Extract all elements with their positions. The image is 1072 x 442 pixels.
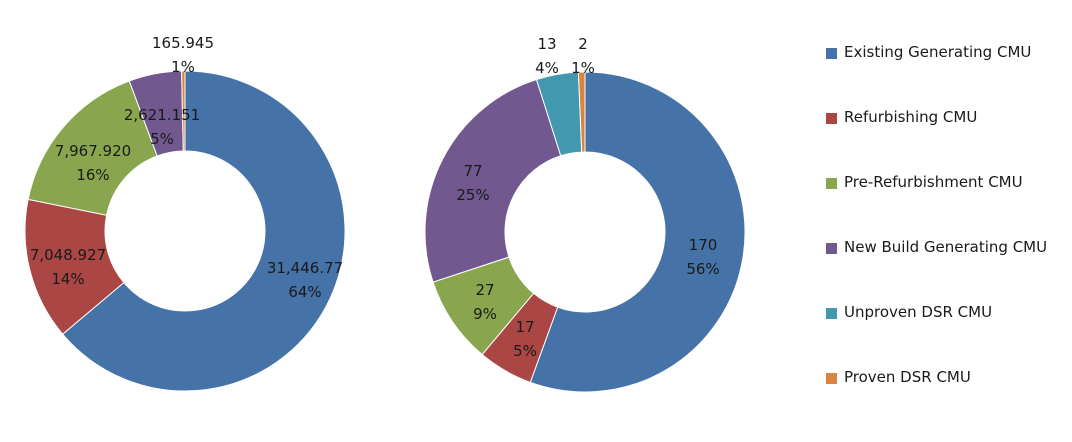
legend-swatch [826, 48, 837, 59]
data-label-percent: 5% [150, 130, 174, 148]
data-label-percent: 5% [513, 342, 537, 360]
data-label-value: 165.945 [152, 34, 214, 52]
legend-swatch [826, 178, 837, 189]
slice-existing-generating-cmu [61, 70, 346, 392]
donut-chart-capacity: 31,446.77 64% 7,048.927 14% 7,967.920 16% 2,62… [24, 34, 346, 392]
data-label-percent: 56% [686, 260, 719, 278]
data-label-value: 31,446.77 [267, 259, 343, 277]
data-label-value: 170 [689, 236, 718, 254]
data-label-value: 2 [578, 35, 588, 53]
data-label-value: 27 [475, 281, 494, 299]
legend-label: Refurbishing CMU [844, 108, 978, 126]
data-label-percent: 1% [171, 58, 195, 76]
data-label-percent: 1% [571, 59, 595, 77]
data-label-value: 13 [537, 35, 556, 53]
legend-item-existing-generating: Existing Generating CMU [826, 43, 1066, 64]
data-label-percent: 9% [473, 305, 497, 323]
data-label-percent: 4% [535, 59, 559, 77]
data-label-value: 17 [515, 318, 534, 336]
slice-new-build-generating-cmu [424, 78, 562, 283]
legend-label: Existing Generating CMU [844, 43, 1032, 61]
legend-label: New Build Generating CMU [844, 238, 1048, 256]
slice-existing-generating-cmu [529, 71, 746, 393]
data-label-percent: 25% [456, 186, 489, 204]
data-label-value: 7,048.927 [30, 246, 106, 264]
legend-item-unproven-dsr: Unproven DSR CMU [826, 303, 1066, 324]
legend-item-new-build-generating: New Build Generating CMU [826, 238, 1066, 259]
data-label-value: 2,621.151 [124, 106, 200, 124]
slice-proven-dsr-cmu [181, 70, 186, 152]
legend-item-refurbishing: Refurbishing CMU [826, 108, 1066, 129]
legend-item-pre-refurbishment: Pre-Refurbishment CMU [826, 173, 1066, 194]
legend-swatch [826, 308, 837, 319]
legend-swatch [826, 373, 837, 384]
data-label-value: 77 [463, 162, 482, 180]
donut-chart-count: 170 56% 17 5% 27 9% 77 25% 13 4% 2 1% [424, 35, 746, 393]
data-label-value: 7,967.920 [55, 142, 131, 160]
legend-swatch [826, 113, 837, 124]
slice-pre-refurbishment-cmu [27, 80, 158, 216]
data-label-percent: 64% [288, 283, 321, 301]
legend-item-proven-dsr: Proven DSR CMU [826, 368, 1066, 389]
data-label-percent: 16% [76, 166, 109, 184]
slice-proven-dsr-cmu [577, 71, 586, 153]
legend-label: Pre-Refurbishment CMU [844, 173, 1023, 191]
data-label-percent: 14% [51, 270, 84, 288]
legend-label: Proven DSR CMU [844, 368, 971, 386]
legend-label: Unproven DSR CMU [844, 303, 993, 321]
legend-swatch [826, 243, 837, 254]
